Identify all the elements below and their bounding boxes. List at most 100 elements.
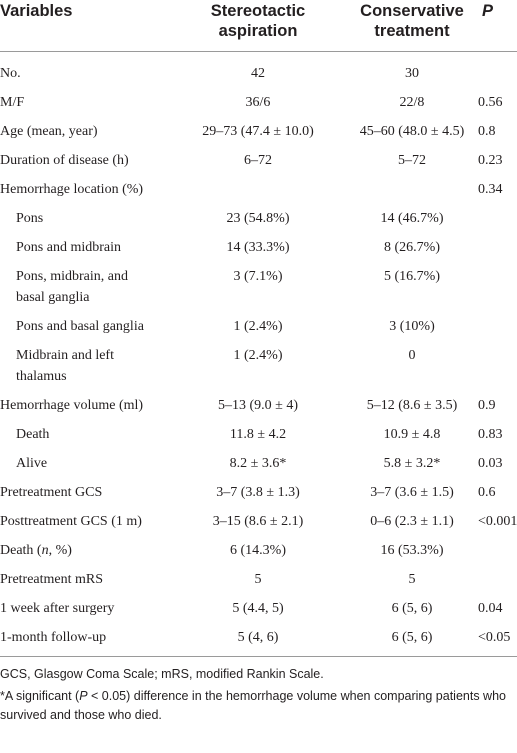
table-cell: 8.2 ± 3.6* (229, 456, 287, 471)
text-segment: Pons (16, 211, 44, 226)
text-segment: No. (0, 66, 21, 81)
text-segment: n (41, 543, 49, 558)
table-cell: 6 (14.3%) (230, 543, 286, 558)
table-row: Death 11.8 ± 4.2 10.9 ± 4.8 0.83 (0, 420, 517, 449)
label-text: Duration of disease (h) (0, 153, 129, 168)
table-row: 1-month follow-up 5 (4, 6) 6 (5, 6) <0.05 (0, 623, 517, 657)
text-segment: GCS, Glasgow Coma Scale; mRS, modified R… (0, 667, 324, 681)
column-header: P (476, 0, 517, 52)
text-segment: M/F (0, 95, 25, 110)
label-text: Midbrain and left thalamus (16, 345, 148, 387)
label-text: Pretreatment GCS (0, 485, 102, 500)
table-cell: 22/8 (399, 95, 425, 110)
row-label: Hemorrhage volume (ml) (0, 391, 188, 420)
table-cell (476, 262, 517, 312)
label-text: 1-month follow-up (0, 630, 106, 645)
table-cell (328, 175, 476, 204)
text-segment: , %) (48, 543, 72, 558)
table-cell (476, 204, 517, 233)
table-cell: 14 (33.3%) (226, 240, 290, 255)
row-label: Hemorrhage location (%) (0, 175, 188, 204)
table-row: Hemorrhage volume (ml) 5–13 (9.0 ± 4) 5–12… (0, 391, 517, 420)
table-row: Age (mean, year) 29–73 (47.4 ± 10.0) 45–60… (0, 117, 517, 146)
table-cell (476, 233, 517, 262)
table-cell: 6–72 (244, 153, 272, 168)
row-label: 1 week after surgery (0, 594, 188, 623)
table-cell: 14 (46.7%) (380, 211, 444, 226)
table-cell: 5.8 ± 3.2* (383, 456, 441, 471)
table-row: Pons and basal ganglia 1 (2.4%) 3 (10%) (0, 312, 517, 341)
text-segment: Pons and basal ganglia (16, 319, 144, 334)
text-segment: *A significant ( (0, 689, 80, 703)
text-segment: Midbrain and left thalamus (16, 348, 114, 384)
text-segment: Pons, midbrain, and basal ganglia (16, 269, 128, 305)
label-text: Hemorrhage volume (ml) (0, 398, 143, 413)
table-cell: 3–7 (3.6 ± 1.5) (370, 485, 454, 500)
table-row: Alive 8.2 ± 3.6* 5.8 ± 3.2* 0.03 (0, 449, 517, 478)
table-row: Midbrain and left thalamus 1 (2.4%) 0 (0, 341, 517, 391)
table-cell: 3 (7.1%) (233, 269, 283, 284)
row-label: Pretreatment GCS (0, 478, 188, 507)
row-label: Pons and midbrain (0, 233, 188, 262)
table-cell: 0.04 (478, 601, 503, 616)
column-header: Variables (0, 0, 188, 52)
table-cell: 5–13 (9.0 ± 4) (217, 398, 298, 413)
row-label: Pons (0, 204, 188, 233)
table-cell: 3–7 (3.8 ± 1.3) (216, 485, 300, 500)
table-row: Posttreatment GCS (1 m) 3–15 (8.6 ± 2.1) 0… (0, 507, 517, 536)
table-cell: 0–6 (2.3 ± 1.1) (370, 514, 454, 529)
label-text: Death (16, 424, 49, 445)
table-cell: 0.83 (478, 427, 503, 442)
table-cell: 16 (53.3%) (380, 543, 444, 558)
row-label: M/F (0, 88, 188, 117)
table-cell (476, 312, 517, 341)
table-cell: 42 (251, 66, 265, 81)
table-cell: 0.56 (478, 95, 503, 110)
label-text: No. (0, 66, 21, 81)
text-segment: Pretreatment mRS (0, 572, 104, 587)
table-body: No. 42 30 M/F 36/6 22/8 0.56 Age (mean, year) 29… (0, 52, 517, 657)
footnotes: GCS, Glasgow Coma Scale; mRS, modified R… (0, 665, 517, 725)
table-cell: 6 (5, 6) (391, 601, 433, 616)
row-label: Pons, midbrain, and basal ganglia (0, 262, 188, 312)
row-label: Pretreatment mRS (0, 565, 188, 594)
label-text: Pons (16, 208, 43, 229)
text-segment: Hemorrhage location (%) (0, 182, 144, 197)
table-cell: 0.03 (478, 456, 503, 471)
table-cell: 0 (408, 348, 416, 363)
text-segment: Duration of disease (h) (0, 153, 129, 168)
label-text: Alive (16, 453, 47, 474)
row-label: 1-month follow-up (0, 623, 188, 657)
table-cell: 23 (54.8%) (226, 211, 290, 226)
table-row: M/F 36/6 22/8 0.56 (0, 88, 517, 117)
table-cell: 45–60 (48.0 ± 4.5) (359, 124, 465, 139)
text-segment: 1-month follow-up (0, 630, 107, 645)
row-label: Alive (0, 449, 188, 478)
label-text: 1 week after surgery (0, 601, 114, 616)
text-segment: Alive (16, 456, 48, 471)
row-label: Midbrain and left thalamus (0, 341, 188, 391)
footnote: GCS, Glasgow Coma Scale; mRS, modified R… (0, 665, 517, 684)
row-label: Pons and basal ganglia (0, 312, 188, 341)
table-cell (476, 52, 517, 89)
table-row: Pretreatment mRS 5 5 (0, 565, 517, 594)
table-row: No. 42 30 (0, 52, 517, 89)
row-label: Age (mean, year) (0, 117, 188, 146)
table-cell: 0.34 (478, 182, 503, 197)
text-segment: 1 week after surgery (0, 601, 115, 616)
text-segment: < 0.05) difference in the hemorrhage vol… (0, 689, 506, 722)
table-row: Pons, midbrain, and basal ganglia 3 (7.1%… (0, 262, 517, 312)
table-cell (188, 175, 328, 204)
table-cell: 5 (4, 6) (188, 623, 328, 657)
table-cell: 1 (2.4%) (233, 319, 283, 334)
table-cell: 29–73 (47.4 ± 10.0) (202, 124, 314, 139)
label-text: Age (mean, year) (0, 124, 98, 139)
column-header: Stereotactic aspiration (188, 0, 328, 52)
table-cell: 30 (405, 66, 419, 81)
table-cell: 0.6 (478, 485, 496, 500)
table-row: Duration of disease (h) 6–72 5–72 0.23 (0, 146, 517, 175)
text-segment: Pons and midbrain (16, 240, 121, 255)
text-segment: Death ( (0, 543, 42, 558)
label-text: Pons and midbrain (16, 237, 121, 258)
